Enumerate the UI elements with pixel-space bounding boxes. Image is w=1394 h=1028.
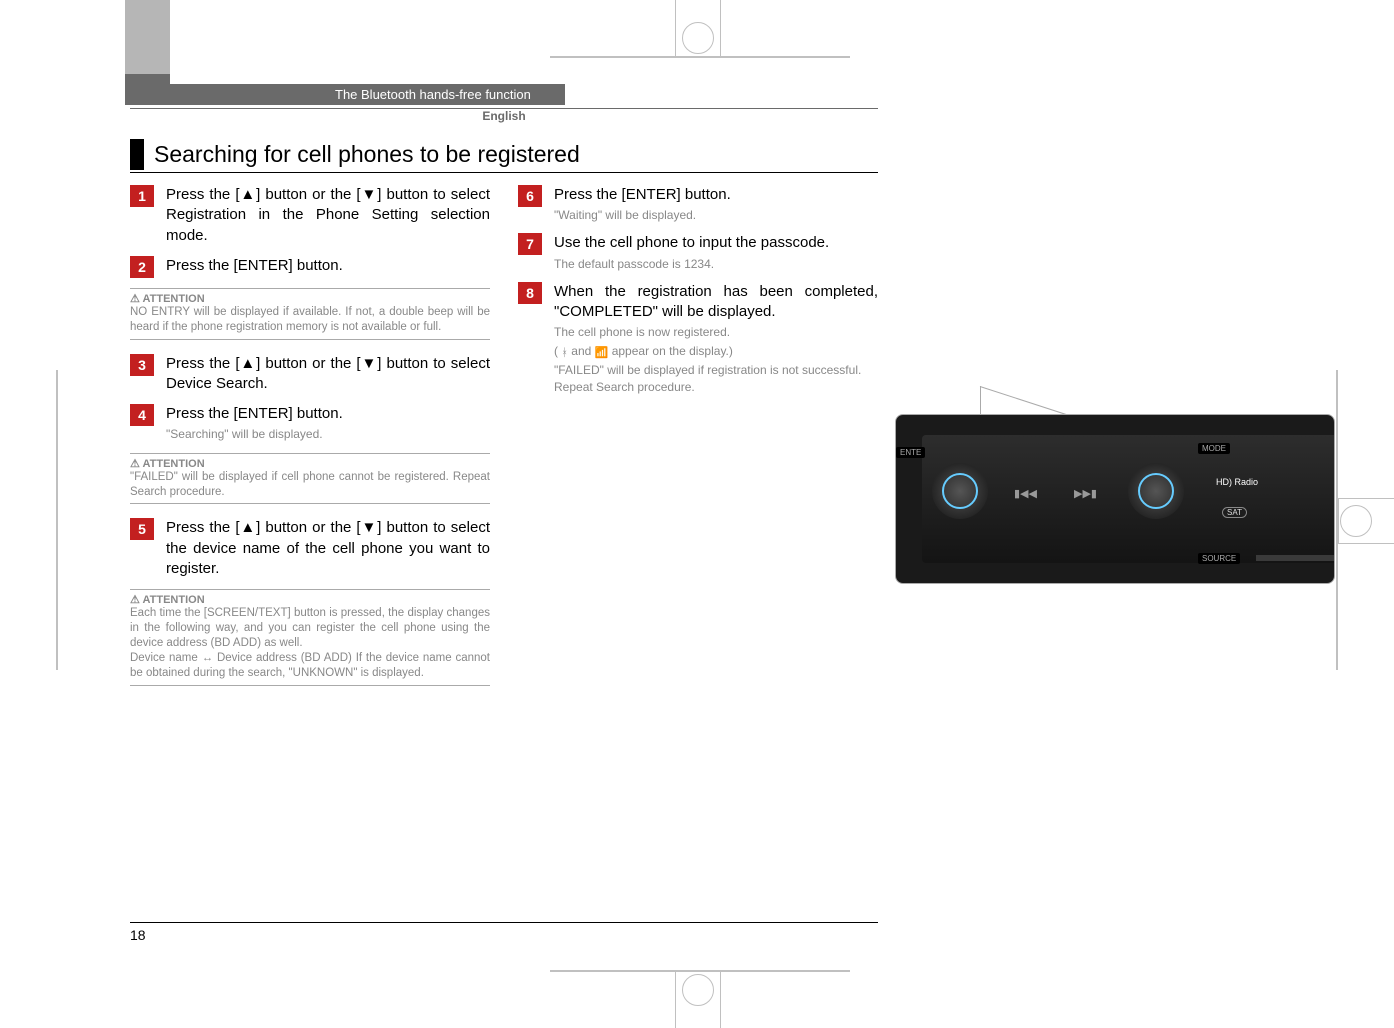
page-content: The Bluetooth hands-free function Englis… <box>130 84 1335 700</box>
step-3: 3 Press the [▲] button or the [▼] button… <box>130 354 490 395</box>
attention-heading: ATTENTION <box>130 288 490 305</box>
section-title: Searching for cell phones to be register… <box>154 139 878 170</box>
device-knob-ring <box>942 473 978 509</box>
attention-heading: ATTENTION <box>130 453 490 470</box>
step-number: 7 <box>518 233 542 255</box>
attention-block-2: ATTENTION "FAILED" will be displayed if … <box>130 453 490 505</box>
header-breadcrumb: The Bluetooth hands-free function <box>125 84 565 105</box>
section-title-row: Searching for cell phones to be register… <box>130 139 878 173</box>
text-fragment: and <box>568 344 595 358</box>
header-accent-light <box>125 0 170 74</box>
device-illustration: ENTE MODE SOURCE ▮◀◀ ▶▶▮ HD) Radio SAT <box>895 414 1335 584</box>
step-2: 2 Press the [ENTER] button. <box>130 256 490 278</box>
step-number: 1 <box>130 185 154 207</box>
attention-block-3: ATTENTION Each time the [SCREEN/TEXT] bu… <box>130 589 490 686</box>
device-label-mode: MODE <box>1198 443 1230 454</box>
step-text: Press the [ENTER] button. <box>166 256 490 276</box>
step-7: 7 Use the cell phone to input the passco… <box>518 233 878 271</box>
device-sat-logo: SAT <box>1222 507 1247 518</box>
device-next-icon: ▶▶▮ <box>1074 487 1097 500</box>
language-label: English <box>130 108 878 123</box>
header-accent-dark <box>125 74 170 84</box>
step-subtext: "Searching" will be displayed. <box>166 426 490 442</box>
step-subtext: "FAILED" will be displayed if registrati… <box>554 362 878 394</box>
device-label-enter: ENTE <box>896 447 925 458</box>
step-1: 1 Press the [▲] button or the [▼] button… <box>130 185 490 246</box>
crop-mark-top <box>675 0 721 58</box>
step-text: Use the cell phone to input the passcode… <box>554 233 878 253</box>
page-number: 18 <box>130 922 878 943</box>
step-text: Press the [▲] button or the [▼] button t… <box>166 518 490 579</box>
step-text: When the registration has been completed… <box>554 282 878 323</box>
text-fragment: appear on the display.) <box>608 344 733 358</box>
step-8: 8 When the registration has been complet… <box>518 282 878 395</box>
step-text: Press the [▲] button or the [▼] button t… <box>166 354 490 395</box>
step-5: 5 Press the [▲] button or the [▼] button… <box>130 518 490 579</box>
attention-body: NO ENTRY will be displayed if available.… <box>130 305 490 340</box>
step-text: Press the [▲] button or the [▼] button t… <box>166 185 490 246</box>
crop-line-left <box>56 370 58 670</box>
step-number: 2 <box>130 256 154 278</box>
step-number: 3 <box>130 354 154 376</box>
column-left: 1 Press the [▲] button or the [▼] button… <box>130 185 490 700</box>
device-label-source: SOURCE <box>1198 553 1240 564</box>
crop-line-right <box>1336 370 1338 670</box>
device-prev-icon: ▮◀◀ <box>1014 487 1037 500</box>
step-4: 4 Press the [ENTER] button. "Searching" … <box>130 404 490 442</box>
section-title-marker <box>130 139 144 170</box>
step-subtext-icons: ( ᚼ and 📶 appear on the display.) <box>554 343 878 361</box>
attention-heading: ATTENTION <box>130 589 490 606</box>
crop-mark-bottom <box>675 970 721 1028</box>
step-number: 8 <box>518 282 542 304</box>
device-preset-bar <box>1256 555 1335 561</box>
attention-block-1: ATTENTION NO ENTRY will be displayed if … <box>130 288 490 340</box>
attention-body: "FAILED" will be displayed if cell phone… <box>130 470 490 505</box>
step-subtext: The cell phone is now registered. <box>554 324 878 340</box>
callout-line <box>980 386 981 416</box>
step-number: 6 <box>518 185 542 207</box>
device-knob-ring <box>1138 473 1174 509</box>
step-subtext: "Waiting" will be displayed. <box>554 207 878 223</box>
step-subtext: The default passcode is 1234. <box>554 256 878 272</box>
antenna-icon: 📶 <box>595 347 609 359</box>
step-text: Press the [ENTER] button. <box>166 404 490 424</box>
crop-line-top <box>550 56 850 58</box>
attention-body: Each time the [SCREEN/TEXT] button is pr… <box>130 606 490 686</box>
step-text: Press the [ENTER] button. <box>554 185 878 205</box>
crop-line-bottom <box>550 970 850 972</box>
column-right: 6 Press the [ENTER] button. "Waiting" wi… <box>518 185 878 700</box>
step-number: 5 <box>130 518 154 540</box>
crop-mark-right <box>1338 498 1394 544</box>
device-hd-logo: HD) Radio <box>1216 477 1258 487</box>
step-number: 4 <box>130 404 154 426</box>
bluetooth-icon: ᚼ <box>561 347 568 359</box>
step-6: 6 Press the [ENTER] button. "Waiting" wi… <box>518 185 878 223</box>
